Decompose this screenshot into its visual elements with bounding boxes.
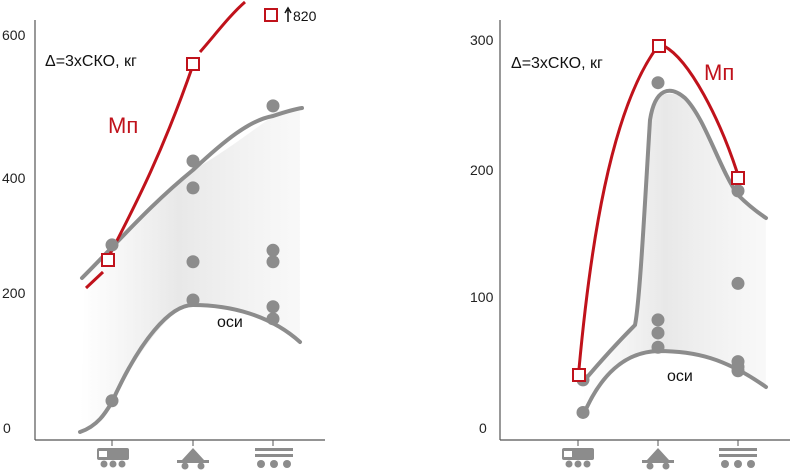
left-ytick-label: 200 (2, 285, 26, 301)
left-envelope-band (80, 108, 300, 432)
right-ytick-label: 100 (470, 289, 494, 305)
left-data-point (266, 255, 280, 269)
right-data-point (651, 313, 665, 327)
left-scatter-layer (105, 99, 280, 408)
left-mp-curve-upper (198, 0, 246, 53)
left-data-point (266, 243, 280, 257)
left-mp-marker (186, 57, 200, 71)
right-data-point (651, 340, 665, 354)
right-mp-marker (652, 39, 666, 53)
locomotive-icon (97, 448, 129, 468)
right-series-label-mp: Мп (704, 60, 734, 85)
right-mp-curve (577, 45, 660, 370)
left-ytick-label: 0 (3, 420, 11, 436)
right-envelope-band (583, 93, 766, 417)
right-annotation: Δ=3хСКО, кг (511, 55, 603, 72)
triple-axle-icon (255, 448, 293, 468)
right-data-point (731, 276, 745, 290)
right-ytick-label: 200 (470, 162, 494, 178)
left-data-point (186, 255, 200, 269)
left-series-label-osi: оси (217, 314, 243, 331)
right-panel: 0 100 200 300 Δ=3хСКО, кг Мп оси (470, 20, 790, 470)
offchart-marker-square (264, 8, 278, 22)
up-arrow-icon (284, 6, 292, 22)
left-ytick-label: 400 (2, 170, 26, 186)
right-ytick-label: 300 (470, 32, 494, 48)
left-data-point (186, 154, 200, 168)
left-mp-marker (101, 253, 115, 267)
left-data-point (266, 99, 280, 113)
left-ytick-label: 600 (2, 27, 26, 43)
right-data-point (731, 184, 745, 198)
left-panel: 0 200 400 600 820 Δ=3хСКО, кг Мп оси (2, 0, 325, 470)
right-ytick-label: 0 (479, 420, 487, 436)
triple-axle-icon (719, 448, 757, 468)
left-series-label-mp: Мп (108, 113, 138, 138)
left-upper-envelope (80, 106, 304, 280)
offchart-marker-label: 820 (293, 8, 317, 24)
left-data-point (105, 238, 119, 252)
left-data-point (266, 300, 280, 314)
locomotive-icon (562, 448, 594, 468)
right-mp-marker (731, 171, 745, 185)
right-mp-curve-down (663, 44, 739, 173)
left-lower-envelope-osi (78, 302, 302, 434)
right-data-point (576, 405, 590, 419)
left-data-point (266, 312, 280, 326)
right-series-label-osi: оси (667, 368, 693, 385)
right-data-point (651, 76, 665, 90)
right-data-point (731, 364, 745, 378)
left-mp-extension (84, 270, 105, 290)
left-data-point (105, 394, 119, 408)
wagon-icon (642, 448, 674, 470)
wagon-icon (177, 448, 209, 470)
right-mp-marker (572, 368, 586, 382)
left-data-point (186, 293, 200, 307)
left-annotation: Δ=3хСКО, кг (45, 53, 137, 70)
right-data-point (651, 326, 665, 340)
left-data-point (186, 181, 200, 195)
